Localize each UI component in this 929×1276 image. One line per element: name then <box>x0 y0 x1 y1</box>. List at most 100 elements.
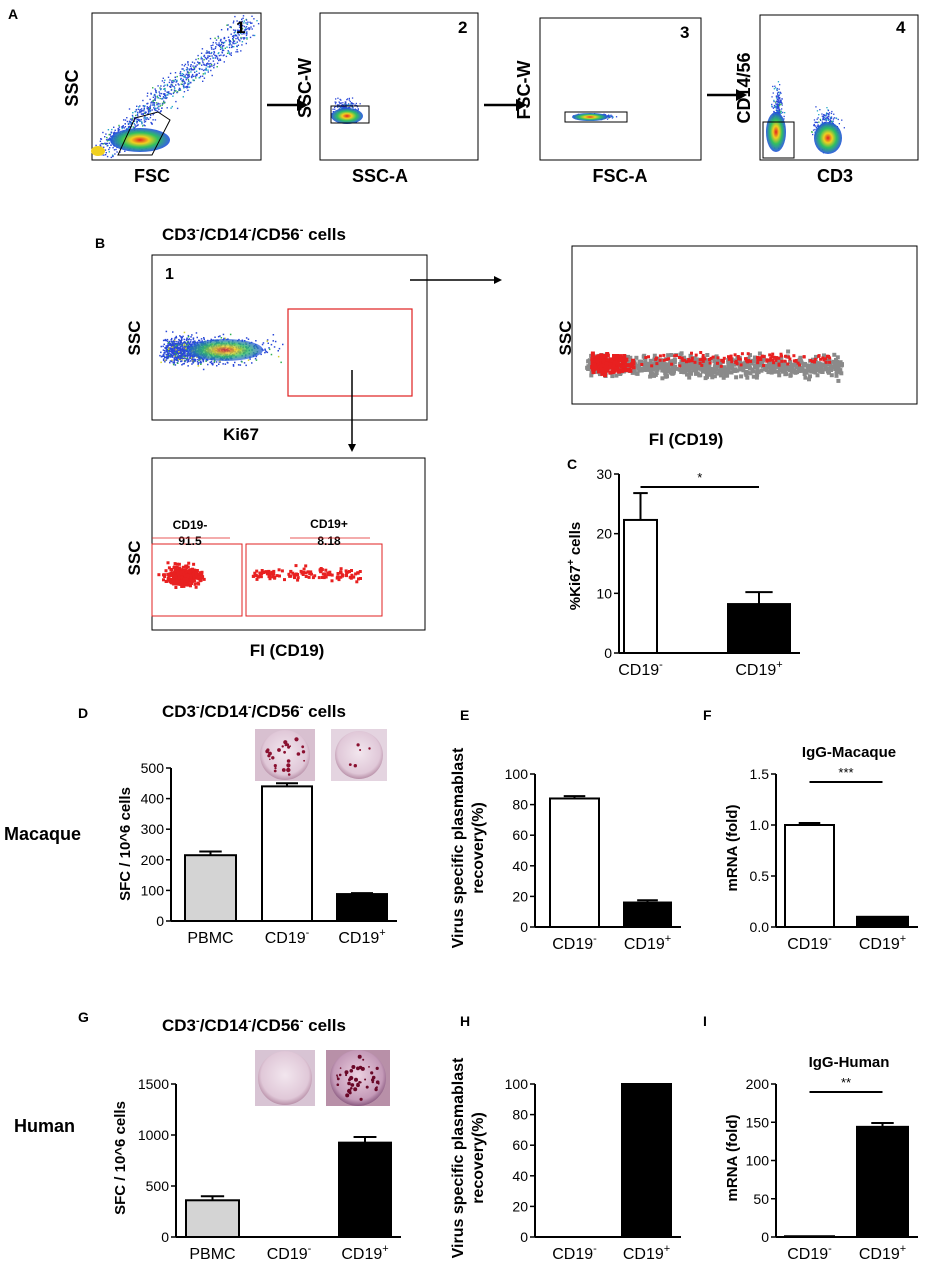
y-axis-label: SFC / 10^6 cells <box>117 787 134 901</box>
y-tick-label: 0 <box>520 1229 528 1245</box>
scatter-overlay <box>585 349 844 383</box>
category-label: CD19- <box>787 1243 832 1263</box>
category-label: CD19+ <box>859 933 906 953</box>
density-blob <box>572 113 608 121</box>
chart-h-recovery-human: 0 20 40 60 80 100 Virus specific plasmablast re… <box>450 1057 681 1263</box>
bar <box>856 915 909 928</box>
y-axis-label: recovery(%) <box>470 802 487 894</box>
gating-plot-1: 1 FSC SSC <box>62 12 262 186</box>
bar <box>623 901 672 929</box>
y-tick-label: 0.0 <box>750 919 770 935</box>
y-tick-label: 300 <box>141 821 165 837</box>
panel-label-i: I <box>703 1013 707 1029</box>
panel-label-g: G <box>78 1009 89 1025</box>
y-tick-label: 100 <box>505 1076 529 1092</box>
y-tick-label: 100 <box>505 766 529 782</box>
y-tick-label: 0.5 <box>750 868 770 884</box>
bar <box>623 518 658 655</box>
bar <box>261 785 313 922</box>
x-axis-label: FI (CD19) <box>250 641 325 660</box>
y-tick-label: 200 <box>746 1076 770 1092</box>
significance-marker: ** <box>841 1075 851 1090</box>
cd19-overlay-plot: FI (CD19) SSC <box>556 245 918 449</box>
y-tick-label: 60 <box>512 827 528 843</box>
chart-title: IgG-Macaque <box>802 744 896 761</box>
chart-c-ki67-percent: 0 10 20 30 %Ki67+ cells CD19- CD19+ * <box>566 466 800 679</box>
arrow-to-right-plot <box>410 276 502 284</box>
plot-number: 1 <box>165 266 174 283</box>
y-tick-label: 0 <box>761 1229 769 1245</box>
y-tick-label: 0 <box>156 913 164 929</box>
plot-number: 2 <box>458 18 467 37</box>
bar <box>856 1125 909 1238</box>
chart-title: IgG-Human <box>809 1054 890 1071</box>
bar <box>184 854 237 923</box>
y-tick-label: 60 <box>512 1137 528 1153</box>
y-tick-label: 0 <box>520 919 528 935</box>
significance-marker: * <box>697 470 702 485</box>
y-tick-label: 20 <box>596 526 612 542</box>
category-label: CD19+ <box>859 1243 906 1263</box>
elispot-well-cd19-neg-macaque <box>255 729 315 781</box>
gating-plot-2: 2 SSC-A SSC-W <box>295 12 479 186</box>
gate-rect <box>762 121 795 159</box>
category-label: CD19+ <box>338 927 385 947</box>
y-axis-label: SSC-W <box>295 58 315 118</box>
bar <box>338 1141 392 1239</box>
gate-value-cd19-pos: 8.18 <box>317 534 341 548</box>
y-axis-label: SFC / 10^6 cells <box>112 1101 129 1215</box>
bar <box>185 1199 240 1239</box>
category-label: CD19+ <box>341 1243 388 1263</box>
category-label: CD19+ <box>624 933 671 953</box>
panel-label-h: H <box>460 1013 470 1029</box>
y-tick-label: 20 <box>512 1198 528 1214</box>
arrow-2-3 <box>484 99 527 111</box>
scatter-red <box>157 561 362 589</box>
y-tick-label: 30 <box>596 466 612 482</box>
y-axis-label: mRNA (fold) <box>724 805 741 892</box>
panel-g-title: CD3-/CD14-/CD56- cells <box>162 1015 346 1035</box>
y-axis-label: SSC <box>125 321 144 356</box>
y-tick-label: 100 <box>141 882 165 898</box>
bar <box>784 1235 835 1238</box>
x-axis-label: CD3 <box>817 166 853 186</box>
species-label-macaque: Macaque <box>4 824 81 844</box>
bar <box>549 797 600 928</box>
category-label: CD19- <box>618 659 663 679</box>
y-tick-label: 40 <box>512 858 528 874</box>
chart-i-mrna-human: 0 50 100 150 200 mRNA (fold) IgG-Human CD19- CD1… <box>724 1054 918 1263</box>
arrow-3-4 <box>707 89 747 101</box>
gate-polygon <box>117 111 171 156</box>
ki67-gate <box>287 308 413 397</box>
panel-label-e: E <box>460 707 469 723</box>
category-label: CD19- <box>267 1243 312 1263</box>
x-axis-label: FSC <box>134 166 170 186</box>
elispot-well-cd19-pos-human <box>326 1050 390 1106</box>
plot-frame <box>539 17 702 161</box>
category-label: CD19- <box>265 927 310 947</box>
bar <box>336 893 388 923</box>
y-axis-label: SSC <box>62 69 82 106</box>
gate-cd19-neg <box>151 543 243 617</box>
y-tick-label: 1.0 <box>750 817 770 833</box>
y-tick-label: 150 <box>746 1114 770 1130</box>
density-blob <box>91 146 105 156</box>
panel-d-title: CD3-/CD14-/CD56- cells <box>162 701 346 721</box>
arrow-1-2 <box>267 99 308 111</box>
y-tick-label: 500 <box>146 1178 170 1194</box>
y-tick-label: 20 <box>512 888 528 904</box>
plot-number: 3 <box>680 23 689 42</box>
y-axis-label: Virus specific plasmablast <box>450 1057 467 1258</box>
y-axis-label: mRNA (fold) <box>724 1115 741 1202</box>
panel-label-a: A <box>8 6 18 22</box>
bar <box>784 824 835 928</box>
bar <box>621 1083 672 1238</box>
y-axis-label: recovery(%) <box>470 1112 487 1204</box>
y-tick-label: 1500 <box>138 1076 169 1092</box>
arrow-to-bottom-plot <box>348 370 356 452</box>
plot-number: 4 <box>896 18 906 37</box>
chart-e-recovery-macaque: 0 20 40 60 80 100 Virus specific plasmablast re… <box>450 747 681 953</box>
density-blob <box>766 112 786 152</box>
gate-value-cd19-neg: 91.5 <box>178 534 202 548</box>
category-label: CD19- <box>787 933 832 953</box>
